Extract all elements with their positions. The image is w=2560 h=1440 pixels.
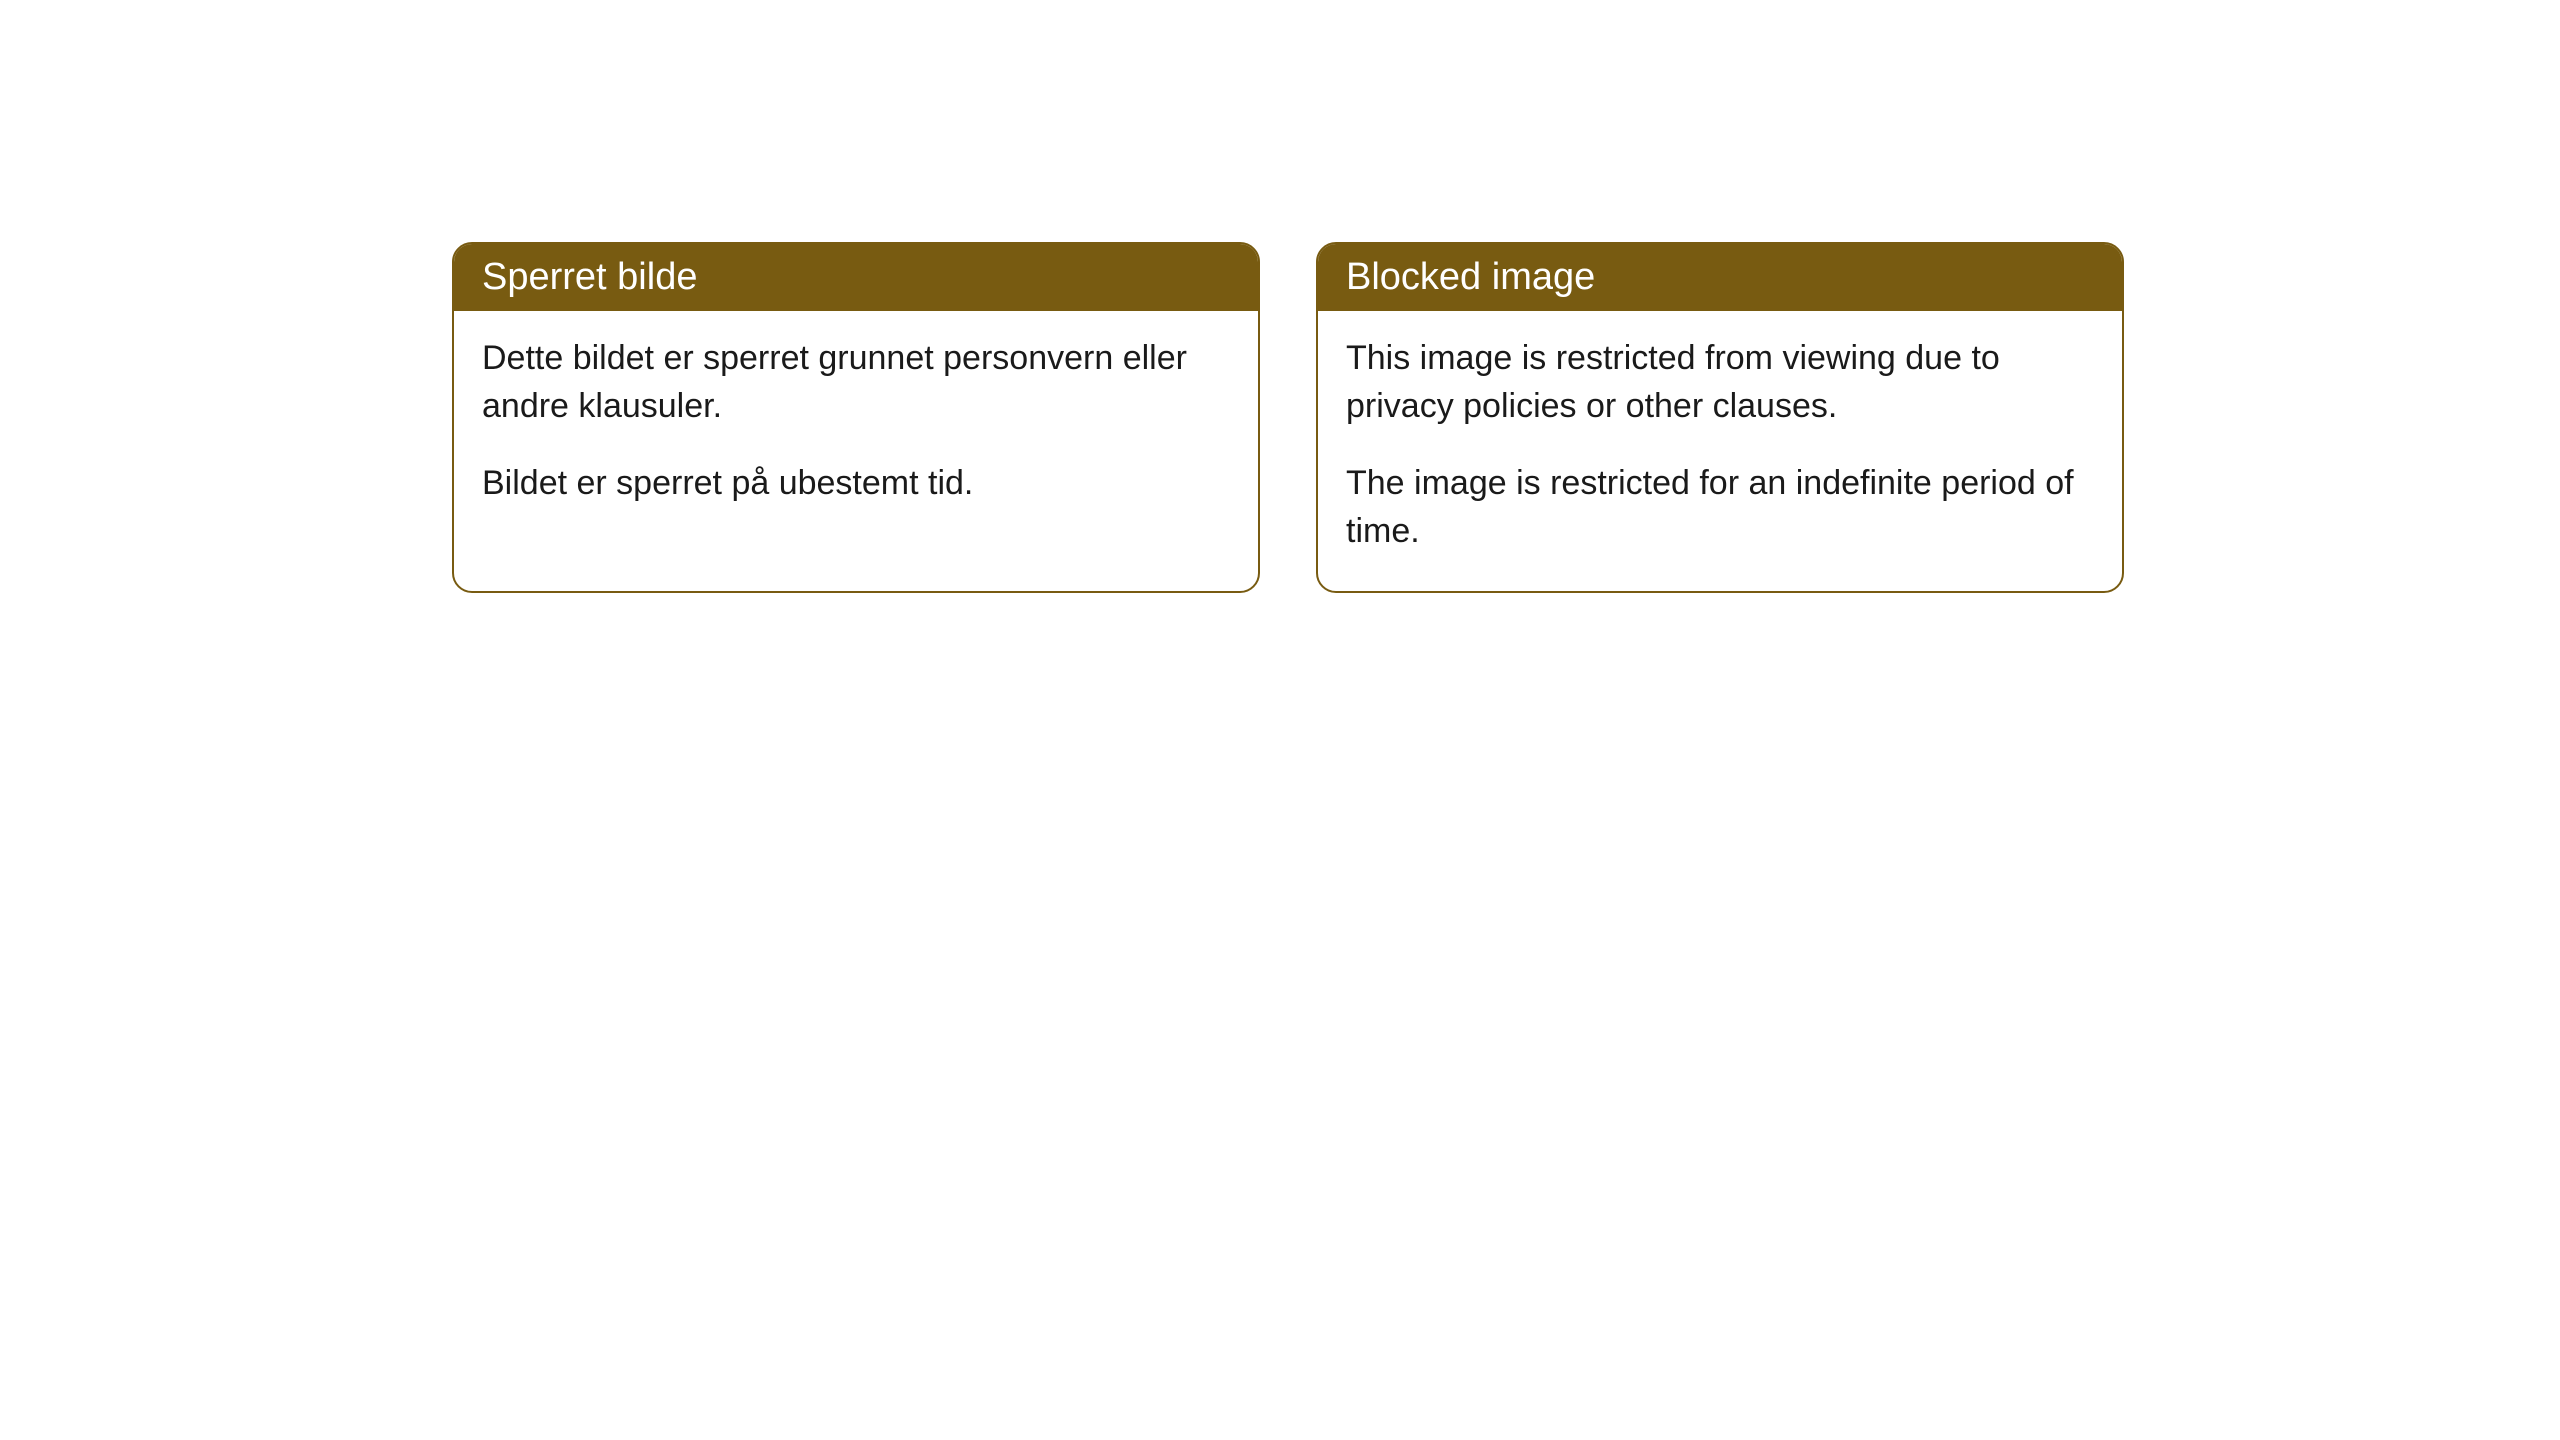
card-title: Blocked image: [1346, 256, 1595, 298]
card-header: Blocked image: [1318, 244, 2122, 311]
blocked-image-card-norwegian: Sperret bilde Dette bildet er sperret gr…: [452, 242, 1260, 593]
card-header: Sperret bilde: [454, 244, 1258, 311]
card-body: This image is restricted from viewing du…: [1318, 311, 2122, 591]
card-paragraph: The image is restricted for an indefinit…: [1346, 460, 2094, 555]
card-body: Dette bildet er sperret grunnet personve…: [454, 311, 1258, 544]
notice-cards-container: Sperret bilde Dette bildet er sperret gr…: [452, 242, 2560, 593]
card-title: Sperret bilde: [482, 256, 697, 298]
card-paragraph: This image is restricted from viewing du…: [1346, 335, 2094, 430]
card-paragraph: Bildet er sperret på ubestemt tid.: [482, 460, 1230, 508]
blocked-image-card-english: Blocked image This image is restricted f…: [1316, 242, 2124, 593]
card-paragraph: Dette bildet er sperret grunnet personve…: [482, 335, 1230, 430]
